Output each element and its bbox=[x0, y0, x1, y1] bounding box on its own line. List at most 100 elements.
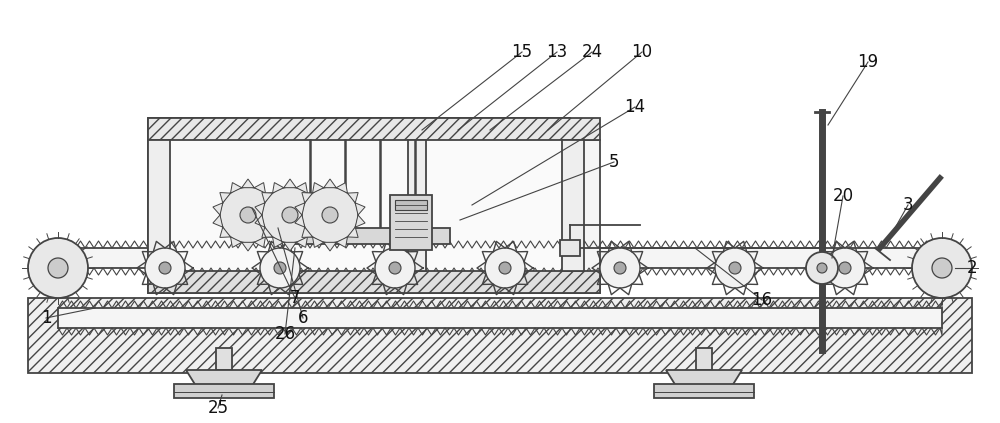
Polygon shape bbox=[254, 237, 265, 247]
Text: 5: 5 bbox=[609, 153, 619, 171]
Polygon shape bbox=[284, 179, 296, 188]
Polygon shape bbox=[254, 183, 265, 193]
Polygon shape bbox=[231, 237, 242, 247]
Text: 3: 3 bbox=[903, 196, 913, 214]
Bar bbox=[570, 140, 600, 293]
Polygon shape bbox=[313, 237, 324, 247]
Text: 7: 7 bbox=[290, 289, 300, 307]
Polygon shape bbox=[347, 192, 358, 203]
Polygon shape bbox=[324, 179, 336, 188]
Circle shape bbox=[28, 238, 88, 298]
Polygon shape bbox=[262, 192, 273, 203]
Polygon shape bbox=[231, 183, 242, 193]
Circle shape bbox=[825, 248, 865, 288]
Circle shape bbox=[499, 262, 511, 274]
Polygon shape bbox=[273, 203, 283, 215]
Text: 15: 15 bbox=[511, 43, 533, 61]
Circle shape bbox=[322, 207, 338, 223]
Polygon shape bbox=[262, 227, 273, 237]
Text: 6: 6 bbox=[298, 309, 308, 327]
Polygon shape bbox=[273, 215, 283, 227]
Circle shape bbox=[262, 187, 318, 243]
Bar bbox=[654, 384, 754, 398]
Polygon shape bbox=[242, 242, 254, 251]
Polygon shape bbox=[295, 203, 305, 215]
Bar bbox=[696, 348, 712, 370]
Circle shape bbox=[145, 248, 185, 288]
Polygon shape bbox=[284, 242, 296, 251]
Polygon shape bbox=[302, 227, 313, 237]
Bar bbox=[58, 248, 942, 268]
Polygon shape bbox=[296, 237, 307, 247]
Circle shape bbox=[274, 262, 286, 274]
Circle shape bbox=[600, 248, 640, 288]
Text: 26: 26 bbox=[274, 325, 296, 343]
Circle shape bbox=[48, 258, 68, 278]
Circle shape bbox=[839, 262, 851, 274]
Polygon shape bbox=[347, 227, 358, 237]
Polygon shape bbox=[213, 203, 223, 215]
Polygon shape bbox=[302, 192, 313, 203]
Text: 20: 20 bbox=[832, 187, 854, 205]
Polygon shape bbox=[315, 215, 325, 227]
Bar bbox=[148, 118, 600, 140]
Text: 19: 19 bbox=[857, 53, 879, 71]
Bar bbox=[290, 228, 450, 244]
Polygon shape bbox=[255, 203, 265, 215]
Polygon shape bbox=[295, 215, 305, 227]
Bar bbox=[562, 140, 584, 271]
Polygon shape bbox=[313, 183, 324, 193]
Bar bbox=[390, 195, 432, 250]
Bar bbox=[148, 118, 570, 293]
Text: 16: 16 bbox=[751, 291, 773, 309]
Circle shape bbox=[817, 263, 827, 273]
Polygon shape bbox=[273, 237, 284, 247]
Text: 24: 24 bbox=[581, 43, 603, 61]
Polygon shape bbox=[220, 227, 231, 237]
Circle shape bbox=[375, 248, 415, 288]
Circle shape bbox=[389, 262, 401, 274]
Circle shape bbox=[806, 252, 838, 284]
Polygon shape bbox=[336, 237, 347, 247]
Circle shape bbox=[159, 262, 171, 274]
Polygon shape bbox=[315, 203, 325, 215]
Bar bbox=[174, 384, 274, 398]
Circle shape bbox=[485, 248, 525, 288]
Bar bbox=[148, 271, 600, 293]
Polygon shape bbox=[186, 370, 262, 386]
Circle shape bbox=[240, 207, 256, 223]
Circle shape bbox=[715, 248, 755, 288]
Circle shape bbox=[729, 262, 741, 274]
Text: 10: 10 bbox=[631, 43, 653, 61]
Text: 1: 1 bbox=[41, 309, 51, 327]
Polygon shape bbox=[273, 183, 284, 193]
Bar bbox=[395, 200, 427, 210]
Text: 13: 13 bbox=[546, 43, 568, 61]
Polygon shape bbox=[307, 192, 318, 203]
Polygon shape bbox=[324, 242, 336, 251]
Bar bbox=[216, 348, 232, 370]
Circle shape bbox=[912, 238, 972, 298]
Bar bbox=[58, 308, 942, 328]
Polygon shape bbox=[666, 370, 742, 386]
Circle shape bbox=[932, 258, 952, 278]
Bar bbox=[28, 298, 972, 373]
Polygon shape bbox=[265, 227, 276, 237]
Bar bbox=[560, 240, 580, 256]
Polygon shape bbox=[242, 179, 254, 188]
Polygon shape bbox=[255, 215, 265, 227]
Bar bbox=[148, 140, 170, 271]
Text: 25: 25 bbox=[207, 399, 229, 417]
Polygon shape bbox=[336, 183, 347, 193]
Polygon shape bbox=[355, 215, 365, 227]
Circle shape bbox=[302, 187, 358, 243]
Polygon shape bbox=[307, 227, 318, 237]
Circle shape bbox=[614, 262, 626, 274]
Text: 14: 14 bbox=[624, 98, 646, 116]
Circle shape bbox=[282, 207, 298, 223]
Polygon shape bbox=[265, 192, 276, 203]
Bar bbox=[408, 140, 426, 271]
Text: 2: 2 bbox=[967, 259, 977, 277]
Circle shape bbox=[260, 248, 300, 288]
Polygon shape bbox=[296, 183, 307, 193]
